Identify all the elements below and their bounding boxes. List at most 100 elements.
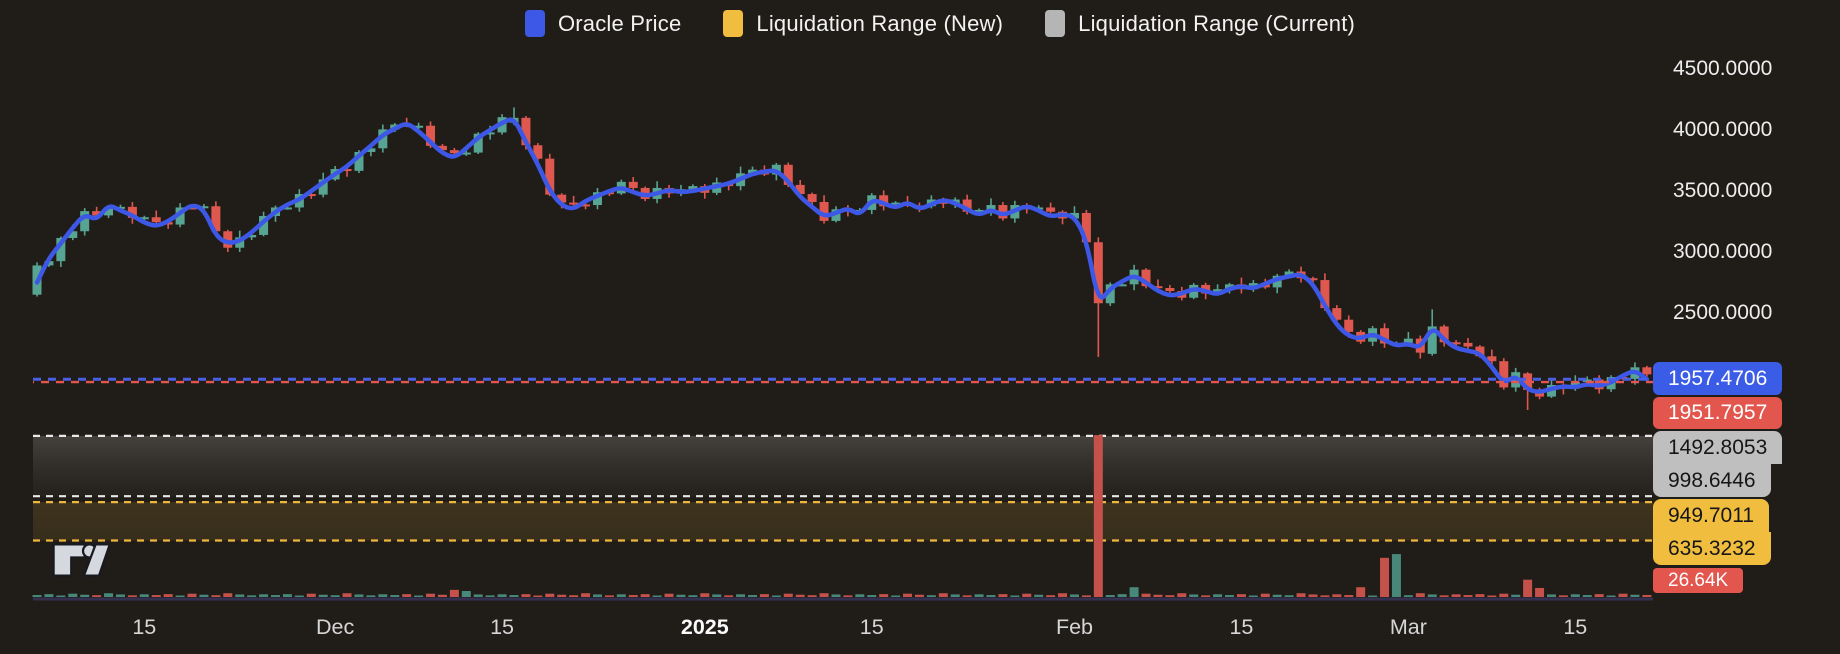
time-axis-label: 15	[1563, 615, 1588, 639]
volume-bar	[974, 594, 984, 597]
price-label-chip: 1951.7957	[1653, 397, 1783, 429]
volume-bar	[426, 593, 436, 597]
candle-body	[282, 207, 292, 210]
price-label-chip: 998.6446	[1653, 464, 1771, 497]
volume-bar	[938, 593, 948, 597]
candle-body	[1308, 278, 1318, 281]
candle-body	[211, 206, 221, 232]
volume-bar	[1141, 593, 1151, 597]
candle-body	[891, 202, 901, 207]
candle-body	[92, 211, 102, 216]
candle-body	[151, 217, 161, 223]
volume-bar	[557, 594, 567, 597]
volume-bar	[1034, 594, 1044, 597]
volume-bar	[736, 594, 746, 597]
volume-bar	[545, 593, 555, 597]
volume-bar	[139, 594, 149, 597]
volume-bar	[1535, 587, 1545, 597]
candle-body	[139, 217, 149, 220]
volume-bar	[712, 594, 722, 597]
candle-body	[1582, 379, 1592, 382]
volume-bar	[1201, 595, 1211, 597]
volume-bar	[616, 594, 626, 597]
volume-bar	[211, 595, 221, 597]
candle-body	[1403, 338, 1413, 343]
volume-bar	[1344, 595, 1354, 597]
candle-body	[199, 206, 209, 209]
volume-bar	[1630, 594, 1640, 597]
volume-bar	[795, 594, 805, 597]
candle-body	[247, 234, 257, 238]
candle-body	[521, 117, 531, 146]
volume-bar	[1153, 594, 1163, 597]
volume-bar	[1427, 594, 1437, 597]
candle-body	[1069, 212, 1079, 219]
volume-bar	[1117, 594, 1127, 597]
time-axis-label: 15	[859, 615, 884, 639]
volume-bar	[1391, 554, 1401, 597]
volume-bar	[80, 594, 90, 597]
volume-bar	[271, 595, 280, 597]
volume-bar	[1463, 595, 1473, 597]
volume-bar	[1380, 557, 1390, 597]
candle-body	[581, 204, 591, 207]
liquidation-band	[33, 502, 1653, 541]
volume-bar	[1058, 593, 1068, 597]
volume-bar	[1356, 587, 1366, 597]
candle-body	[1427, 326, 1437, 354]
volume-bar	[402, 594, 412, 597]
oracle-price-line	[34, 117, 1650, 394]
volume-bar	[1165, 595, 1175, 597]
candle-body	[461, 152, 471, 155]
candle-body	[748, 169, 757, 174]
volume-bar	[1368, 595, 1378, 597]
candle-body	[342, 169, 352, 172]
volume-bar	[461, 590, 471, 597]
candle-body	[485, 132, 495, 135]
price-axis-label: 4000.0000	[1673, 118, 1773, 141]
volume-bar	[1439, 595, 1449, 597]
volume-bar	[414, 595, 424, 597]
candle-body	[974, 209, 984, 212]
price-axis-label: 2500.0000	[1673, 301, 1773, 324]
volume-bar	[1582, 595, 1592, 597]
candle-body	[1451, 342, 1461, 345]
volume-bar	[843, 595, 853, 597]
candle-body	[1344, 319, 1354, 332]
volume-bar	[127, 595, 137, 597]
time-axis-label: Dec	[316, 615, 355, 639]
candle-body	[879, 195, 889, 207]
candle-body	[545, 158, 555, 195]
candle-body	[223, 231, 233, 248]
time-axis-label: 15	[132, 615, 157, 639]
volume-bar	[879, 594, 889, 597]
volume-bar	[104, 593, 114, 597]
volume-bar	[592, 594, 602, 597]
volume-bar	[1558, 595, 1568, 597]
candle-body	[426, 125, 436, 146]
volume-bar	[640, 594, 650, 597]
candle-body	[318, 179, 328, 195]
candle-body	[115, 206, 125, 209]
volume-bar	[32, 595, 42, 597]
price-label-chip: 1492.8053	[1653, 431, 1783, 464]
candle-body	[569, 202, 579, 205]
volume-bar	[187, 593, 197, 597]
volume-bar	[1546, 594, 1556, 597]
candle-body	[187, 207, 197, 210]
candle-body	[1332, 308, 1342, 320]
volume-bar	[998, 594, 1008, 597]
price-label-chip: 1957.4706	[1653, 362, 1783, 395]
candle-body	[1642, 367, 1652, 375]
candle-body	[628, 181, 638, 188]
price-axis-label: 4500.0000	[1673, 57, 1773, 80]
candle-body	[449, 150, 459, 154]
candle-body	[557, 194, 567, 203]
volume-bar	[390, 595, 400, 597]
volume-bar	[1093, 435, 1103, 597]
volume-bar	[294, 595, 304, 597]
tradingview-logo[interactable]	[52, 540, 110, 580]
candle-body	[1284, 271, 1294, 276]
volume-bar	[1105, 595, 1115, 597]
